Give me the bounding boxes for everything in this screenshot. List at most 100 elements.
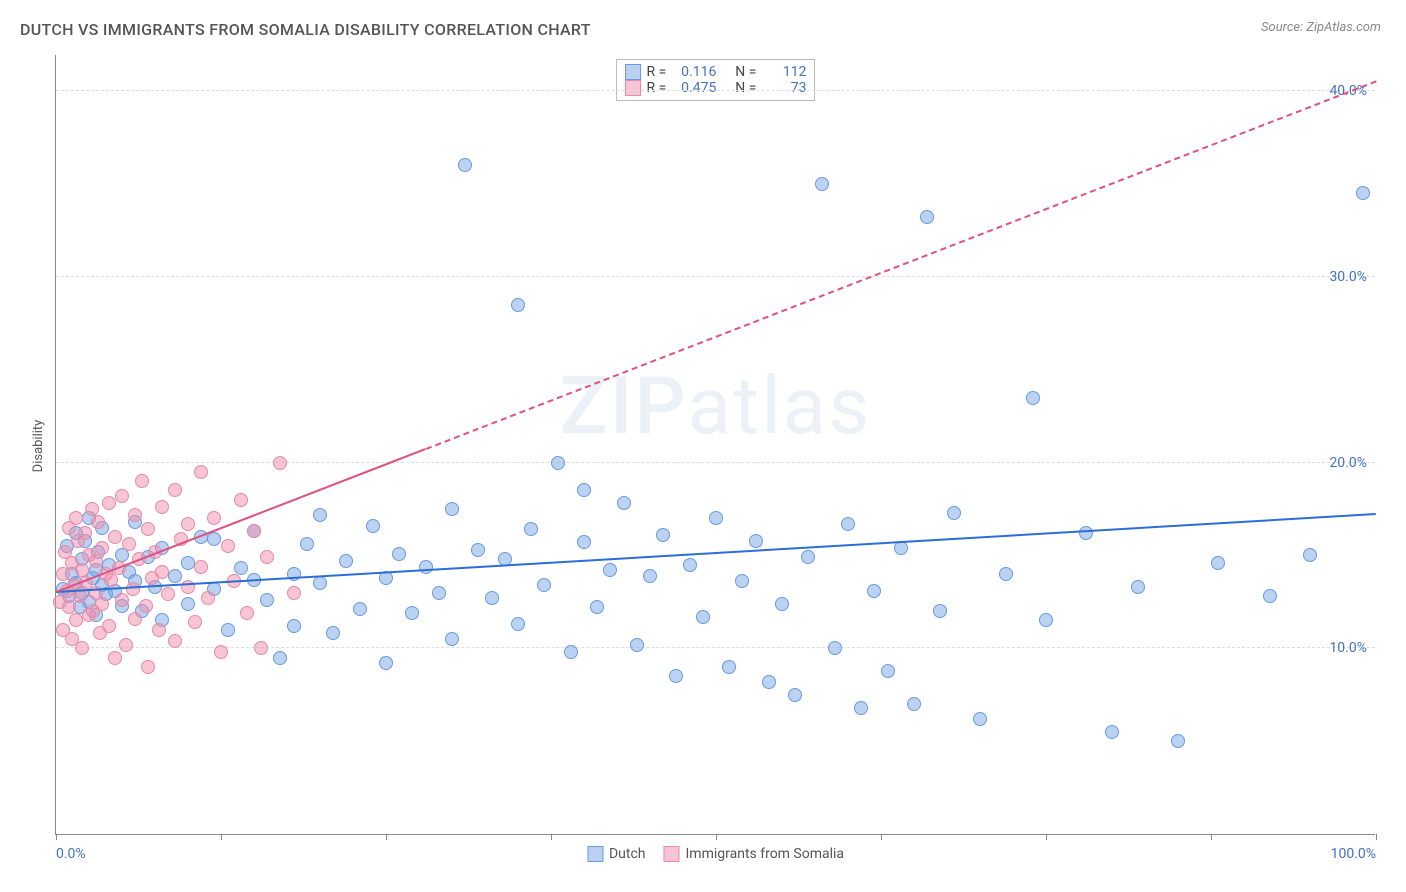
dutch-marker (933, 604, 947, 618)
dutch-marker (749, 534, 763, 548)
dutch-marker (1026, 391, 1040, 405)
dutch-marker (181, 556, 195, 570)
dutch-marker (973, 712, 987, 726)
dutch-marker (590, 600, 604, 614)
dutch-marker (260, 593, 274, 607)
dutch-marker (432, 586, 446, 600)
somalia-marker (85, 502, 99, 516)
somalia-marker (214, 645, 228, 659)
legend-row-dutch: R =0.116 N =112 (625, 64, 807, 80)
dutch-marker (722, 660, 736, 674)
somalia-marker (78, 526, 92, 540)
dutch-marker (867, 584, 881, 598)
dutch-marker (881, 664, 895, 678)
dutch-marker (999, 567, 1013, 581)
x-tick (1046, 834, 1047, 840)
somalia-trendline-dashed (425, 80, 1376, 450)
dutch-marker (1356, 186, 1370, 200)
x-tick (386, 834, 387, 840)
somalia-marker (155, 565, 169, 579)
somalia-marker (128, 612, 142, 626)
chart-title: DUTCH VS IMMIGRANTS FROM SOMALIA DISABIL… (20, 20, 591, 39)
dutch-marker (313, 508, 327, 522)
dutch-marker (907, 697, 921, 711)
dutch-marker (551, 456, 565, 470)
somalia-marker (95, 597, 109, 611)
dutch-marker (709, 511, 723, 525)
dutch-marker (1131, 580, 1145, 594)
somalia-marker (207, 511, 221, 525)
somalia-marker (115, 489, 129, 503)
dutch-marker (947, 506, 961, 520)
legend-label: Immigrants from Somalia (685, 846, 844, 862)
x-tick (1211, 834, 1212, 840)
dutch-marker (1039, 613, 1053, 627)
watermark-sub: atlas (688, 359, 872, 453)
somalia-marker (95, 541, 109, 555)
somalia-marker (102, 496, 116, 510)
dutch-marker (828, 641, 842, 655)
legend-swatch (587, 846, 603, 862)
dutch-marker (801, 550, 815, 564)
dutch-marker (207, 532, 221, 546)
somalia-marker (188, 615, 202, 629)
dutch-marker (577, 483, 591, 497)
somalia-marker (62, 600, 76, 614)
series-legend: Dutch Immigrants from Somalia (587, 846, 844, 862)
somalia-marker (108, 651, 122, 665)
somalia-marker (273, 456, 287, 470)
somalia-marker (75, 563, 89, 577)
dutch-marker (788, 688, 802, 702)
dutch-marker (379, 656, 393, 670)
dutch-marker (735, 574, 749, 588)
dutch-marker (1079, 526, 1093, 540)
somalia-marker (201, 591, 215, 605)
legend-n-label: N = (735, 64, 756, 80)
somalia-marker (221, 539, 235, 553)
dutch-marker (234, 561, 248, 575)
legend-r-label: R = (647, 64, 667, 80)
dutch-marker (920, 210, 934, 224)
legend-item-dutch: Dutch (587, 846, 646, 862)
x-tick-label: 0.0% (56, 846, 86, 862)
legend-n-value: 73 (762, 80, 806, 96)
dutch-marker (485, 591, 499, 605)
somalia-marker (240, 606, 254, 620)
dutch-marker (181, 597, 195, 611)
dutch-marker (300, 537, 314, 551)
dutch-marker (445, 632, 459, 646)
y-tick-label: 20.0% (1329, 455, 1367, 471)
dutch-marker (168, 569, 182, 583)
somalia-marker (108, 530, 122, 544)
somalia-marker (234, 493, 248, 507)
somalia-marker (168, 483, 182, 497)
dutch-marker (841, 517, 855, 531)
correlation-legend: R =0.116 N =112R =0.475 N =73 (616, 59, 816, 101)
legend-swatch (625, 80, 641, 96)
dutch-marker (696, 610, 710, 624)
plot-area: ZIPatlas R =0.116 N =112R =0.475 N =73 D… (55, 55, 1375, 835)
dutch-marker (524, 522, 538, 536)
dutch-marker (353, 602, 367, 616)
somalia-marker (152, 623, 166, 637)
somalia-marker (181, 517, 195, 531)
dutch-marker (287, 619, 301, 633)
somalia-marker (139, 599, 153, 613)
somalia-marker (69, 613, 83, 627)
x-tick (716, 834, 717, 840)
dutch-marker (564, 645, 578, 659)
dutch-marker (1171, 734, 1185, 748)
dutch-marker (366, 519, 380, 533)
legend-swatch (625, 64, 641, 80)
dutch-marker (313, 576, 327, 590)
somalia-marker (247, 524, 261, 538)
legend-r-label: R = (647, 80, 667, 96)
dutch-marker (577, 535, 591, 549)
gridline-h (56, 462, 1375, 463)
somalia-marker (126, 582, 140, 596)
legend-n-value: 112 (762, 64, 806, 80)
somalia-marker (194, 465, 208, 479)
somalia-marker (168, 634, 182, 648)
gridline-h (56, 276, 1375, 277)
x-tick (551, 834, 552, 840)
